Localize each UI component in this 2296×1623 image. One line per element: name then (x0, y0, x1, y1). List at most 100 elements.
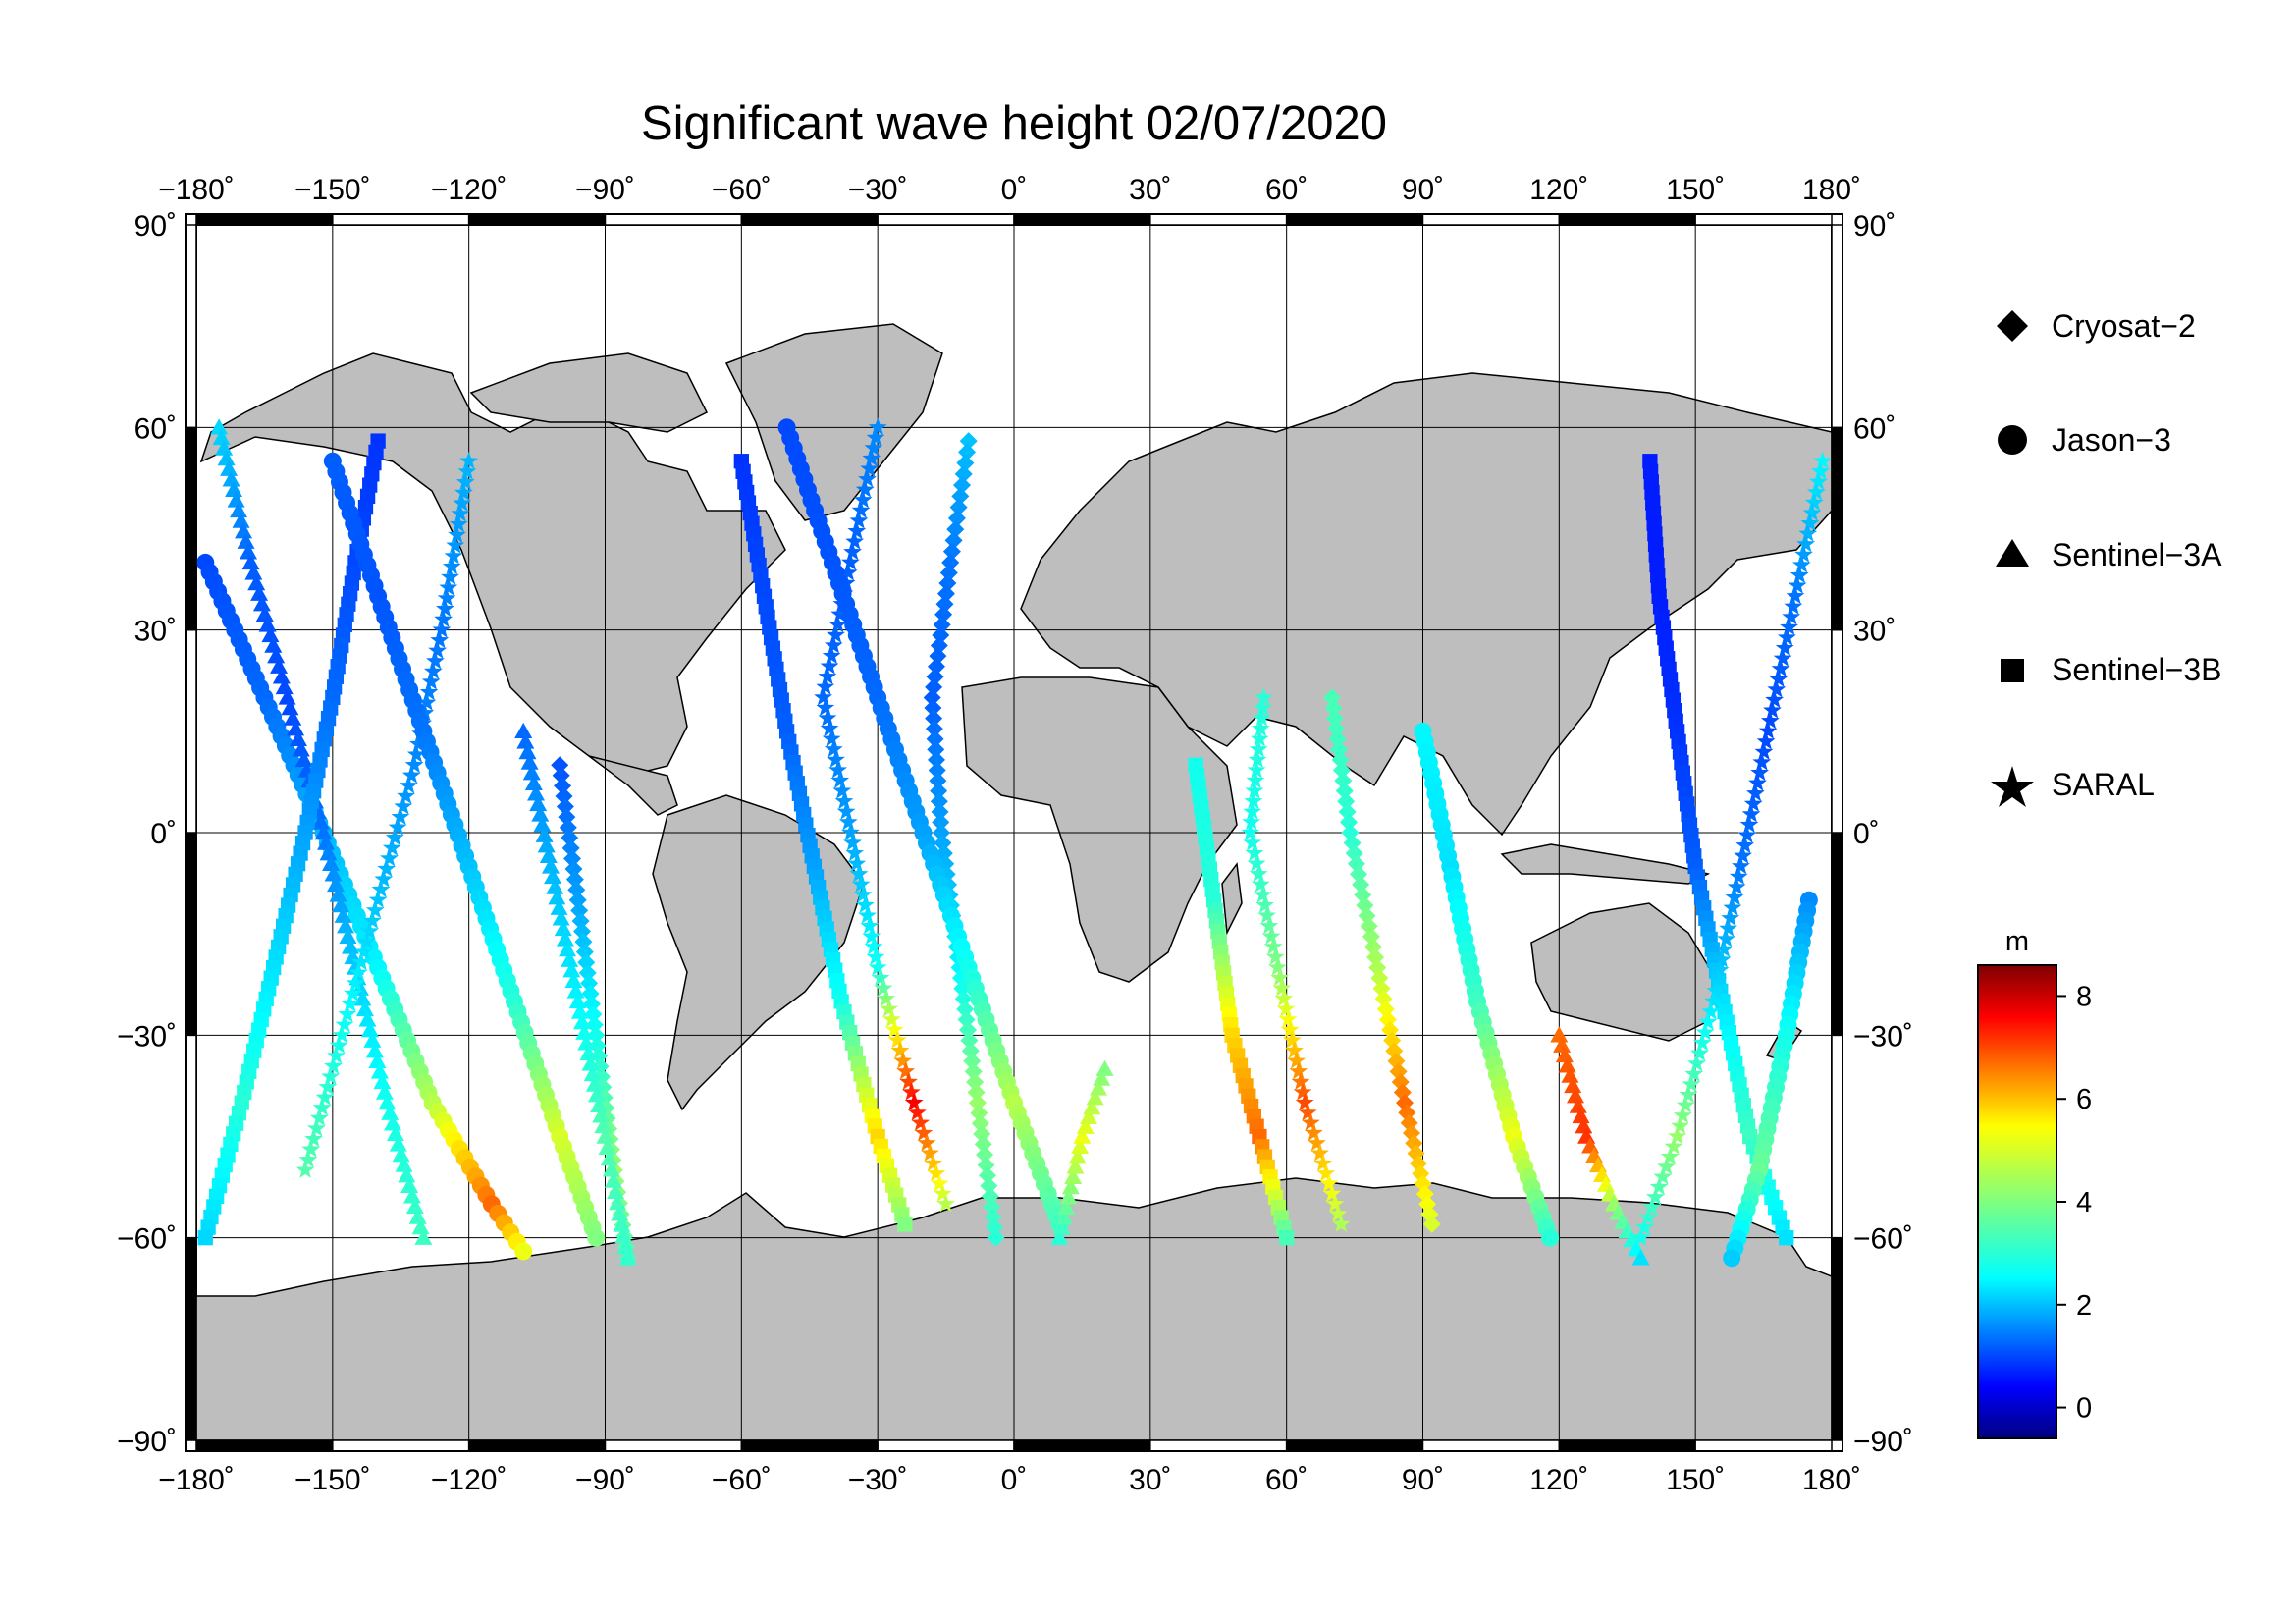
data-point-star (441, 568, 459, 585)
data-point-diamond (933, 616, 951, 634)
data-point-star (421, 672, 441, 690)
data-point-star (904, 1093, 924, 1111)
data-point-triangle (611, 1205, 629, 1221)
data-point-star (1251, 719, 1270, 737)
frame-outline (185, 213, 1843, 1452)
data-point-star (841, 823, 860, 840)
frame-segment-bottom (467, 1439, 607, 1452)
data-point-star (1305, 1123, 1323, 1142)
frame-segment-bottom (332, 1439, 470, 1452)
data-point-diamond (1330, 740, 1349, 759)
data-point-triangle (247, 574, 266, 591)
data-point-diamond (1331, 750, 1350, 769)
data-point-star (406, 744, 426, 763)
lon-tick-label-bottom: −180˚ (158, 1464, 235, 1496)
frame-segment-top (195, 213, 334, 226)
data-point-star (864, 937, 883, 955)
data-point-diamond (960, 1031, 979, 1050)
frame-segment-right (1831, 832, 1843, 1037)
data-point-diamond (573, 922, 592, 941)
data-point-star (365, 900, 385, 919)
data-point-star (1704, 992, 1724, 1009)
data-point-triangle (392, 1146, 410, 1163)
colorbar-gradient (1977, 964, 2057, 1439)
data-point-star (1750, 763, 1770, 782)
data-point-triangle (1059, 1188, 1078, 1205)
colorbar-ticks: 0 2 4 6 8 (2056, 981, 2092, 1425)
lon-tick-label-bottom: 150˚ (1666, 1464, 1725, 1496)
data-point-diamond (565, 870, 584, 889)
data-point-star (1732, 856, 1750, 875)
data-point-star (1754, 742, 1774, 760)
data-point-triangle (1073, 1127, 1092, 1144)
data-point-triangle (370, 1062, 389, 1079)
data-point-diamond (938, 574, 957, 593)
lat-tick-label-right: 30˚ (1853, 616, 1896, 648)
data-point-triangle (554, 919, 572, 937)
data-point-star (927, 1163, 946, 1182)
data-point-star (1792, 555, 1811, 573)
data-point-diamond (571, 911, 590, 930)
data-point-star (335, 1014, 354, 1033)
data-point-triangle (375, 1083, 394, 1100)
data-point-star (1244, 791, 1263, 810)
data-point-triangle (548, 889, 566, 905)
frame-segment-bottom (740, 1439, 879, 1452)
data-point-star (1301, 1112, 1320, 1131)
data-point-star (1255, 895, 1274, 914)
data-point-star (822, 729, 841, 747)
data-point-star (1687, 1054, 1706, 1072)
data-point-triangle (261, 625, 280, 643)
data-point-star (1679, 1085, 1698, 1104)
data-point-diamond (1374, 990, 1393, 1008)
data-point-diamond (966, 1072, 985, 1091)
data-point-star (459, 451, 479, 469)
data-point-star (834, 791, 854, 810)
data-point-triangle (537, 837, 556, 853)
lon-tick-label-top: 30˚ (1129, 174, 1171, 206)
data-point-diamond (1334, 772, 1353, 790)
data-point-star (855, 479, 875, 498)
lon-tick-label-top: 120˚ (1529, 174, 1588, 206)
data-point-triangle (405, 1197, 424, 1215)
data-point-triangle (596, 1127, 614, 1144)
data-point-triangle (562, 961, 581, 978)
data-point-triangle (1555, 1046, 1574, 1063)
data-point-star (822, 646, 841, 665)
data-point-diamond (964, 1062, 983, 1081)
data-point-diamond (551, 756, 569, 775)
data-point-diamond (932, 813, 950, 832)
data-point-star (1741, 804, 1761, 823)
data-point-star (1293, 1082, 1312, 1101)
lon-tick-label-bottom: −30˚ (848, 1464, 908, 1496)
data-point-star (1245, 843, 1264, 862)
frame-segment-bottom (1421, 1439, 1561, 1452)
data-point-diamond (976, 1146, 994, 1164)
data-point-star (1746, 784, 1765, 802)
data-point-star (1692, 1033, 1712, 1052)
data-point-triangle (217, 450, 236, 466)
lat-tick-label-left: 60˚ (134, 412, 177, 445)
data-point-star (847, 853, 867, 872)
frame-segment-bottom (195, 1439, 334, 1452)
data-point-star (332, 1025, 351, 1044)
legend-item-cryosat: Cryosat−2 (1997, 308, 2196, 344)
data-point-diamond (559, 818, 577, 837)
data-point-star (855, 895, 875, 914)
data-point-triangle (613, 1216, 631, 1232)
circle-marker-icon (1998, 425, 2027, 455)
frame-segment-left (185, 1034, 197, 1239)
data-point-star (1250, 729, 1269, 747)
data-point-star (1763, 700, 1782, 719)
data-point-diamond (931, 802, 949, 821)
data-point-diamond (952, 476, 971, 495)
legend-item-sentinel-3a: Sentinel−3A (1996, 537, 2222, 572)
data-point-star (880, 1000, 898, 1017)
data-point-star (830, 771, 850, 789)
data-point-star (1255, 687, 1273, 706)
data-point-star (1631, 1227, 1650, 1246)
data-point-star (832, 781, 852, 799)
data-point-diamond (959, 432, 978, 451)
data-point-star (1308, 1133, 1326, 1152)
